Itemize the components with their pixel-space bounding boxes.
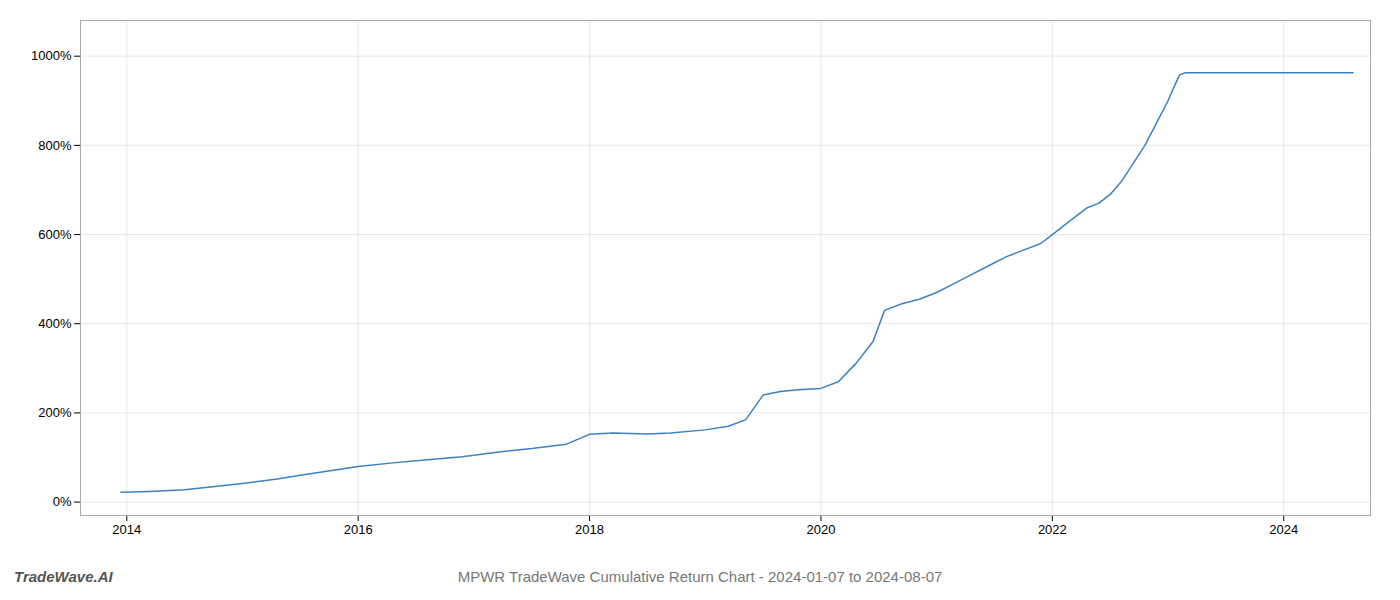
svg-text:2020: 2020	[806, 522, 835, 537]
svg-text:2024: 2024	[1269, 522, 1298, 537]
html-text:MPWR TradeWave Cumulative Retu: MPWR TradeWave Cumulative Return Chart -…	[457, 568, 943, 585]
svg-text:200%: 200%	[38, 405, 72, 420]
html-text:TradeWave.AI: TradeWave.AI	[14, 568, 113, 585]
svg-text:2022: 2022	[1038, 522, 1067, 537]
svg-text:600%: 600%	[38, 227, 72, 242]
svg-text:400%: 400%	[38, 316, 72, 331]
svg-text:0%: 0%	[53, 494, 72, 509]
svg-text:2014: 2014	[112, 522, 141, 537]
svg-text:2018: 2018	[575, 522, 604, 537]
svg-text:1000%: 1000%	[31, 48, 72, 63]
svg-text:800%: 800%	[38, 138, 72, 153]
svg-text:2016: 2016	[344, 522, 373, 537]
